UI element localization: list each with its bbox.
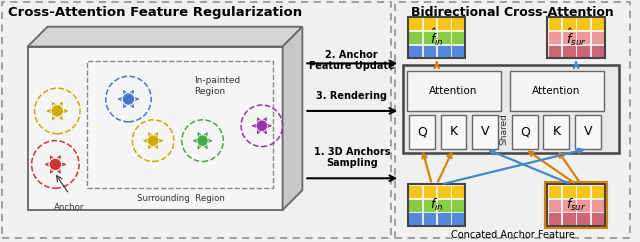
Bar bbox=[547, 17, 605, 58]
Bar bbox=[548, 199, 561, 212]
Bar bbox=[451, 212, 465, 226]
Bar bbox=[409, 115, 435, 149]
Bar bbox=[441, 115, 467, 149]
Bar bbox=[577, 185, 590, 198]
Text: K: K bbox=[449, 125, 458, 138]
Bar bbox=[422, 17, 436, 30]
Bar bbox=[591, 45, 604, 58]
Text: Attention: Attention bbox=[429, 86, 477, 96]
Text: V: V bbox=[584, 125, 592, 138]
Bar bbox=[591, 17, 604, 30]
Text: Shared: Shared bbox=[499, 113, 508, 145]
Bar bbox=[548, 212, 561, 226]
Text: $\hat{f}_{in}$: $\hat{f}_{in}$ bbox=[430, 27, 444, 48]
Bar bbox=[2, 2, 391, 238]
Circle shape bbox=[257, 121, 266, 130]
Bar bbox=[451, 31, 465, 44]
Circle shape bbox=[51, 159, 60, 169]
Circle shape bbox=[198, 136, 207, 145]
Bar bbox=[562, 185, 575, 198]
Bar bbox=[591, 31, 604, 44]
Polygon shape bbox=[28, 27, 302, 46]
Text: Q: Q bbox=[417, 125, 427, 138]
Bar bbox=[510, 71, 604, 111]
Bar bbox=[577, 17, 590, 30]
Bar bbox=[591, 185, 604, 198]
Bar bbox=[408, 45, 422, 58]
Bar bbox=[437, 45, 451, 58]
Bar bbox=[28, 46, 283, 210]
Circle shape bbox=[52, 106, 62, 116]
Bar bbox=[543, 115, 569, 149]
Bar bbox=[548, 31, 561, 44]
Text: Surrounding  Region: Surrounding Region bbox=[137, 194, 225, 203]
Bar bbox=[548, 45, 561, 58]
Bar bbox=[422, 212, 436, 226]
Text: Attention: Attention bbox=[532, 86, 580, 96]
Bar bbox=[408, 212, 422, 226]
Bar bbox=[87, 61, 273, 188]
Bar bbox=[562, 45, 575, 58]
Bar bbox=[562, 31, 575, 44]
Bar bbox=[547, 184, 605, 226]
Text: Cross-Attention Feature Regularization: Cross-Attention Feature Regularization bbox=[8, 6, 302, 19]
Bar bbox=[408, 184, 465, 226]
Bar bbox=[408, 199, 422, 212]
Text: 3. Rendering: 3. Rendering bbox=[316, 91, 387, 101]
Bar bbox=[512, 115, 538, 149]
Bar bbox=[451, 199, 465, 212]
Bar bbox=[562, 17, 575, 30]
Bar bbox=[548, 185, 561, 198]
Bar bbox=[396, 2, 630, 238]
Bar bbox=[408, 31, 422, 44]
Text: Anchor: Anchor bbox=[54, 203, 84, 212]
Bar bbox=[422, 45, 436, 58]
Bar bbox=[548, 17, 561, 30]
Bar bbox=[451, 45, 465, 58]
Text: In-painted
Region: In-painted Region bbox=[194, 76, 240, 96]
Circle shape bbox=[148, 136, 157, 145]
Bar bbox=[422, 31, 436, 44]
Text: V: V bbox=[481, 125, 490, 138]
Bar bbox=[577, 199, 590, 212]
Bar bbox=[451, 185, 465, 198]
Text: 2. Anchor
Feature Update: 2. Anchor Feature Update bbox=[309, 50, 395, 71]
Bar bbox=[451, 17, 465, 30]
Circle shape bbox=[124, 94, 133, 104]
Polygon shape bbox=[283, 27, 302, 210]
Bar bbox=[577, 212, 590, 226]
Bar bbox=[562, 199, 575, 212]
Bar bbox=[422, 185, 436, 198]
Text: $f_{in}$: $f_{in}$ bbox=[430, 197, 444, 213]
Text: $f_{sur}$: $f_{sur}$ bbox=[566, 197, 586, 213]
Text: Concated Anchor Feature: Concated Anchor Feature bbox=[451, 230, 575, 240]
Bar bbox=[407, 71, 501, 111]
Bar bbox=[437, 17, 451, 30]
Bar bbox=[591, 199, 604, 212]
Text: $\hat{f}_{sur}$: $\hat{f}_{sur}$ bbox=[566, 27, 586, 48]
Bar bbox=[408, 17, 465, 58]
Text: K: K bbox=[552, 125, 561, 138]
Bar bbox=[575, 115, 601, 149]
Bar bbox=[437, 199, 451, 212]
Bar bbox=[545, 182, 607, 228]
Bar bbox=[472, 115, 498, 149]
Bar bbox=[577, 31, 590, 44]
Bar bbox=[437, 185, 451, 198]
Bar bbox=[577, 45, 590, 58]
Bar bbox=[437, 31, 451, 44]
Text: Bidirectional Cross-Attention: Bidirectional Cross-Attention bbox=[412, 6, 614, 19]
Bar bbox=[403, 65, 619, 152]
Bar bbox=[562, 212, 575, 226]
Bar bbox=[591, 212, 604, 226]
Bar bbox=[408, 185, 422, 198]
Text: Q: Q bbox=[520, 125, 530, 138]
Bar bbox=[422, 199, 436, 212]
Bar bbox=[437, 212, 451, 226]
Bar bbox=[408, 17, 422, 30]
Text: 1. 3D Anchors
Sampling: 1. 3D Anchors Sampling bbox=[314, 147, 390, 168]
